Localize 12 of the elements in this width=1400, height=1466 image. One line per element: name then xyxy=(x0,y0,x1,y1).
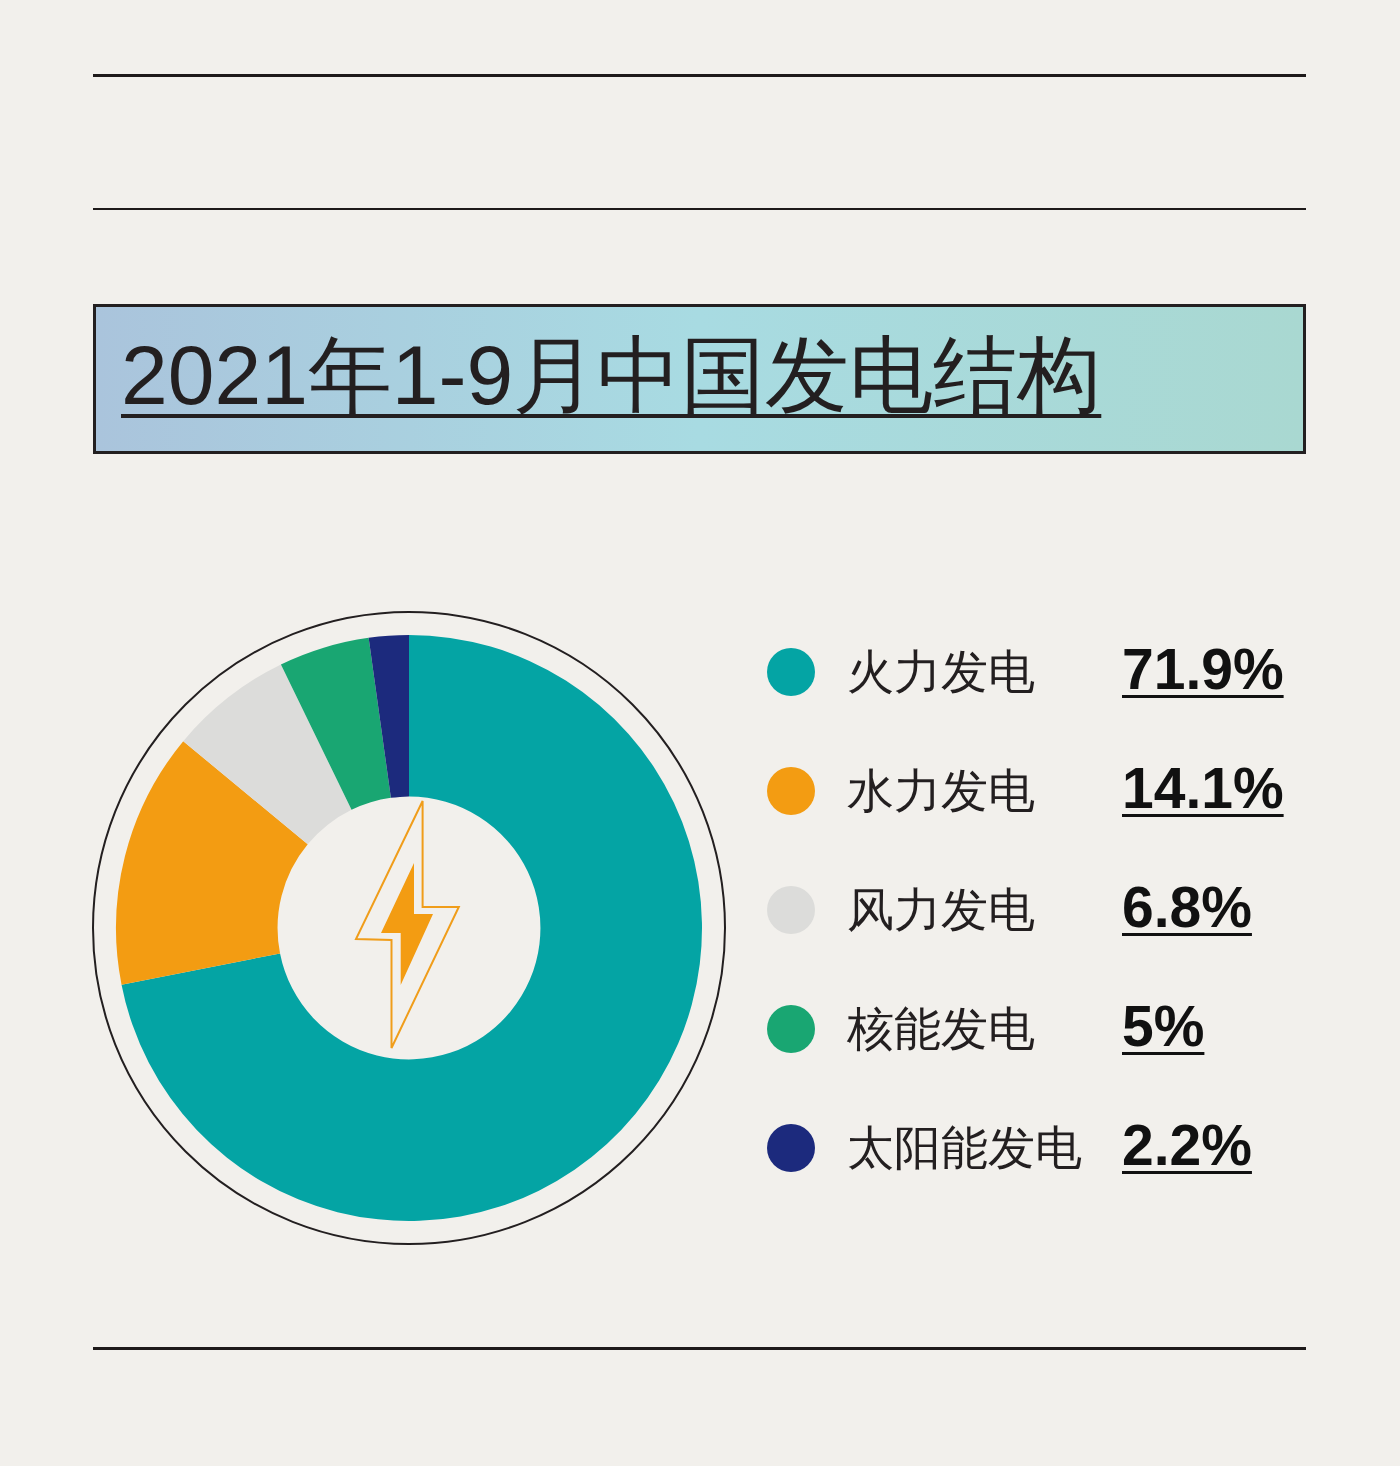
data-label: 14.1% xyxy=(1122,755,1284,821)
legend-label: 太阳能发电 xyxy=(847,1120,1082,1176)
legend-label: 风力发电 xyxy=(847,882,1035,938)
data-label: 6.8% xyxy=(1122,874,1252,940)
chart-title: 2021年1-9月中国发电结构 xyxy=(121,327,1102,424)
legend-label: 火力发电 xyxy=(847,644,1035,700)
legend-label: 水力发电 xyxy=(847,763,1035,819)
data-label: 2.2% xyxy=(1122,1112,1252,1178)
data-label: 5% xyxy=(1122,993,1205,1059)
title-panel: 2021年1-9月中国发电结构 xyxy=(93,304,1306,454)
data-label: 71.9% xyxy=(1122,636,1284,702)
legend-label: 核能发电 xyxy=(847,1001,1035,1057)
